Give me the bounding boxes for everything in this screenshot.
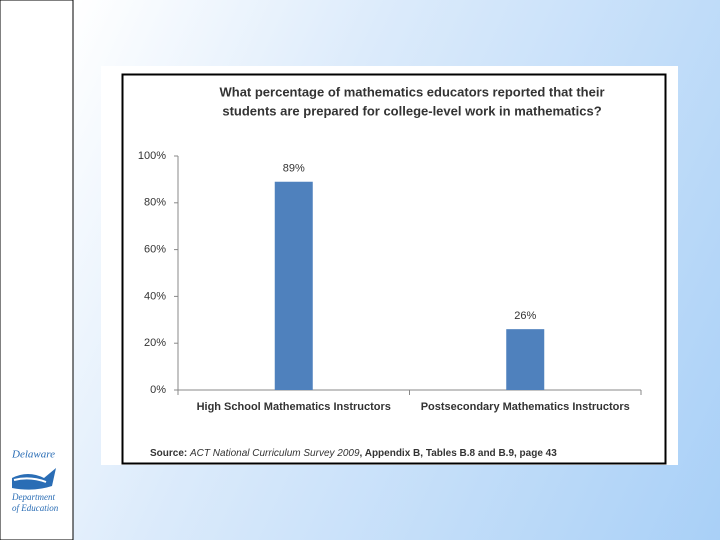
- bar: [274, 181, 313, 390]
- y-tick-label: 60%: [144, 244, 166, 256]
- y-tick-label: 20%: [144, 337, 166, 349]
- chart-image: [101, 66, 678, 465]
- y-tick-label: 100%: [138, 150, 166, 162]
- value-label: 26%: [514, 310, 536, 322]
- source: Source: ACT National Curriculum Survey 2…: [150, 448, 557, 459]
- logo-text: Delaware: [11, 449, 55, 461]
- source-rest: , Appendix B, Tables B.8 and B.9, page 4…: [360, 448, 558, 459]
- x-tick-label: Postsecondary Mathematics Instructors: [421, 401, 630, 413]
- chart-border: [121, 73, 667, 465]
- value-label: 89%: [283, 163, 305, 175]
- y-tick-label: 40%: [144, 290, 166, 302]
- source-label: Source:: [150, 448, 187, 459]
- source-title: ACT National Curriculum Survey 2009: [189, 448, 360, 459]
- y-tick-label: 0%: [150, 384, 166, 396]
- logo-text: Department: [11, 492, 55, 502]
- bar: [506, 329, 545, 390]
- chart-title: students are prepared for college-level …: [222, 103, 601, 118]
- logo-text: of Education: [12, 503, 59, 513]
- logo-wave: [13, 477, 47, 483]
- x-tick-label: High School Mathematics Instructors: [197, 401, 391, 413]
- side-panel: [0, 0, 74, 540]
- y-tick-label: 80%: [144, 197, 166, 209]
- chart-title: What percentage of mathematics educators…: [219, 84, 604, 99]
